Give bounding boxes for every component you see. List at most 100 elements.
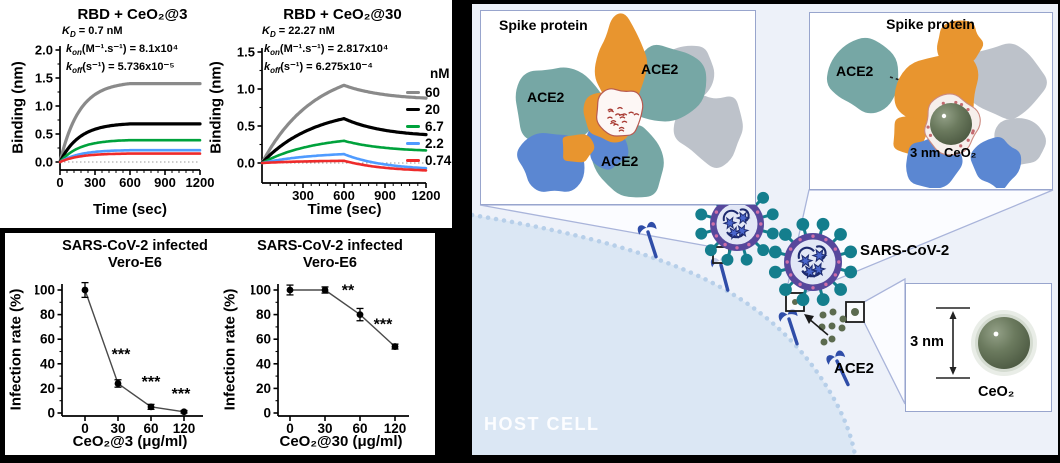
ceo2-nanoparticle-dot	[851, 308, 859, 316]
infection-plot-ceo2-3: 0 20 40 60 80 100 0 30 60 120 *** *** ***	[35, 281, 203, 436]
svg-text:0: 0	[47, 406, 55, 421]
binding-plot-ceo2-3: 0.0 0.5 1.0 1.5 2.0 0 300 600 900 1200	[35, 43, 215, 191]
svg-text:0.0: 0.0	[35, 155, 53, 170]
scene-svg	[472, 182, 1054, 455]
svg-text:0: 0	[81, 421, 89, 436]
svg-text:1.5: 1.5	[35, 71, 53, 86]
legend-label: 60	[425, 85, 441, 100]
y-axis-label: Binding (nm)	[207, 61, 225, 154]
svg-text:0: 0	[286, 421, 294, 436]
data-point	[114, 380, 122, 387]
svg-text:60: 60	[352, 421, 367, 436]
inset-ceo2-particle: 3 nm CeO₂	[905, 283, 1052, 412]
svg-text:60: 60	[143, 421, 158, 436]
inset-spike-ceo2-blocked: Spike protein ACE2 3 nm CeO₂	[809, 12, 1053, 190]
host-cell-label: HOST CELL	[484, 414, 600, 434]
nanoparticle-arrow	[807, 317, 829, 336]
svg-text:1.0: 1.0	[35, 99, 53, 114]
legend-swatch	[406, 90, 420, 95]
ceo2-particle-illustration	[936, 307, 1037, 379]
svg-text:0.0: 0.0	[237, 156, 255, 171]
inset-title: Spike protein	[499, 17, 588, 33]
series-0.74nM	[260, 159, 428, 172]
ceo2-nanoparticle-dot	[819, 311, 827, 319]
ceo2-nanoparticle-dot	[820, 338, 828, 346]
x-axis-label: CeO₂@30 (μg/ml)	[279, 433, 403, 450]
svg-text:300: 300	[292, 188, 314, 203]
svg-text:1200: 1200	[412, 188, 440, 203]
ceo2-nanoparticle-dot	[829, 308, 837, 316]
y-axis-label: Infection rate (%)	[7, 288, 25, 411]
spike-ceo2-illustration	[826, 20, 1047, 188]
sars-cov-2-virion	[768, 217, 858, 307]
binding-plot-ceo2-30: 0.0 0.5 1.0 1.5 300 600 900 1200	[237, 45, 440, 204]
legend-entry: 20	[406, 101, 451, 118]
svg-text:80: 80	[256, 307, 271, 322]
x-axis-label: Time (sec)	[307, 201, 382, 218]
svg-text:900: 900	[154, 175, 176, 190]
chart-title: RBD + CeO₂@30	[283, 6, 402, 23]
ace2-receptor	[826, 350, 850, 387]
legend-label: 6.7	[425, 119, 444, 134]
ace2-receptor	[778, 308, 799, 346]
svg-text:1.0: 1.0	[237, 82, 255, 97]
svg-text:100: 100	[251, 283, 271, 298]
koff-annotation: koff(s⁻¹) = 5.736x10⁻⁵	[66, 61, 175, 76]
legend-swatch	[406, 107, 420, 112]
svg-text:40: 40	[40, 356, 55, 371]
svg-text:80: 80	[40, 307, 55, 322]
svg-text:30: 30	[317, 421, 332, 436]
svg-text:0.5: 0.5	[35, 127, 53, 142]
series-0.74nM	[58, 152, 202, 164]
svg-text:1200: 1200	[186, 175, 215, 190]
callout-funnel	[863, 277, 906, 405]
svg-text:***: ***	[172, 386, 191, 403]
svg-text:0: 0	[263, 406, 271, 421]
svg-text:120: 120	[173, 421, 196, 436]
legend-swatch	[406, 158, 420, 163]
host-cell-region	[472, 215, 855, 455]
ceo2-sphere	[930, 103, 972, 145]
ceo2-sphere	[978, 317, 1030, 369]
legend-swatch	[406, 141, 420, 146]
series-6.7nM	[58, 138, 202, 164]
data-point	[356, 311, 364, 318]
data-point	[391, 343, 399, 350]
svg-text:1.5: 1.5	[237, 45, 255, 60]
series-2.2nM	[58, 148, 202, 164]
svg-text:100: 100	[35, 283, 55, 298]
data-point	[321, 286, 329, 294]
inset-spike-ace2-complex: Spike protein ACE2 ACE2 ACE2	[480, 10, 756, 205]
data-point	[81, 286, 89, 294]
koff-annotation: koff(s⁻¹) = 6.275x10⁻⁴	[264, 61, 373, 76]
mechanism-illustration-panel: Spike protein ACE2 ACE2 ACE2 Spike prote…	[472, 4, 1058, 455]
particle-size-label: 3 nm	[910, 334, 944, 350]
ace2-label-right: ACE2	[641, 61, 679, 77]
concentration-legend: nM 60 20 6.7 2.2 0.74	[406, 66, 451, 169]
ceo2-nanoparticle-dot	[838, 324, 846, 332]
data-point	[286, 286, 294, 294]
series-20nM	[58, 122, 202, 164]
svg-text:2.0: 2.0	[35, 43, 53, 58]
x-axis-label: CeO₂@3 (μg/ml)	[72, 433, 188, 450]
blocked-ace2-label: ACE2	[836, 63, 874, 79]
legend-label: 20	[425, 102, 441, 117]
inset-title: Spike protein	[886, 16, 975, 32]
svg-text:600: 600	[333, 188, 355, 203]
svg-text:60: 60	[40, 332, 55, 347]
spike-ace2-illustration	[515, 13, 743, 198]
ceo2-nanoparticle-dot	[828, 335, 836, 343]
particle-name-label: CeO₂	[978, 384, 1015, 400]
svg-text:40: 40	[256, 356, 271, 371]
data-point	[180, 408, 188, 416]
svg-text:0.5: 0.5	[237, 119, 255, 134]
data-point	[147, 403, 155, 411]
legend-title: nM	[430, 66, 450, 81]
sars-cov-2-label: SARS-CoV-2	[860, 242, 950, 259]
legend-swatch	[406, 124, 420, 129]
chart-title: SARS-CoV-2 infected Vero-E6	[257, 238, 403, 271]
svg-text:60: 60	[256, 332, 271, 347]
chart-title: SARS-CoV-2 infected Vero-E6	[62, 238, 208, 271]
x-axis-label: Time (sec)	[93, 201, 167, 218]
